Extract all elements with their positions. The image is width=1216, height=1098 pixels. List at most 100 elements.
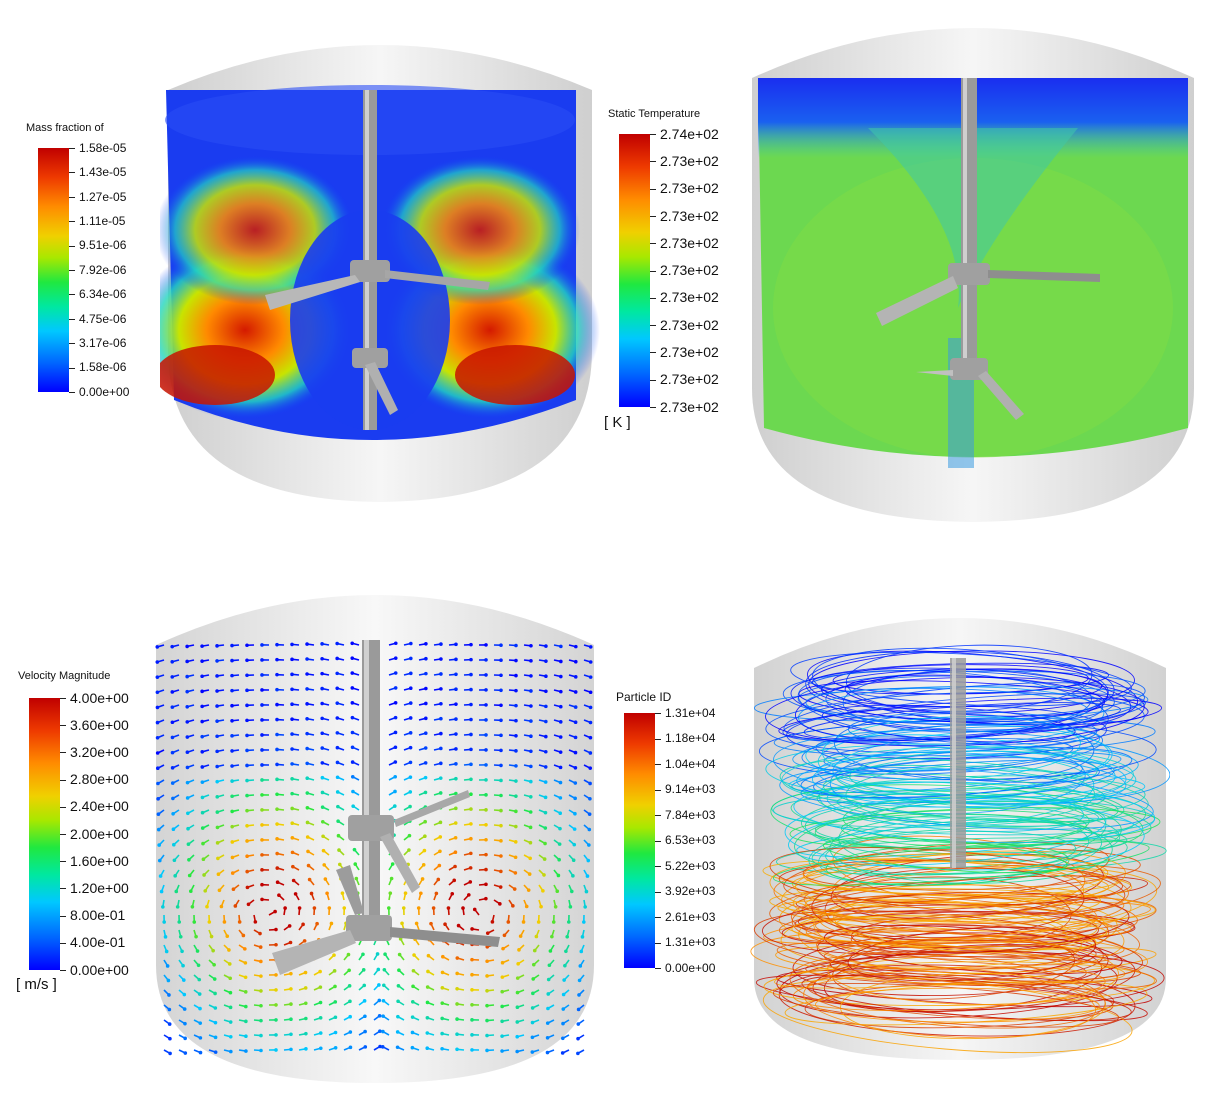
particle-pathline (797, 670, 1146, 720)
velocity-arrowhead (318, 969, 322, 974)
velocity-arrowhead (423, 716, 428, 721)
velocity-arrowhead (499, 808, 503, 813)
velocity-arrowhead (260, 688, 264, 692)
velocity-arrowhead (572, 827, 577, 831)
velocity-arrowhead (241, 933, 246, 938)
velocity-arrowhead (408, 686, 413, 691)
velocity-arrowhead (259, 1018, 263, 1023)
velocity-arrowhead (587, 827, 592, 832)
particle-pathline (776, 951, 1165, 1011)
velocity-arrowhead (395, 1045, 400, 1050)
velocity-arrowhead (170, 675, 175, 679)
velocity-arrowhead (408, 701, 413, 705)
velocity-arrowhead (484, 763, 488, 767)
velocity-arrowhead (558, 765, 563, 770)
velocity-arrowhead (423, 834, 427, 838)
velocity-arrowhead (408, 745, 413, 750)
velocity-arrowhead (408, 804, 412, 809)
legend-tick (60, 915, 66, 917)
velocity-arrowhead (499, 733, 503, 738)
velocity-arrowhead (237, 920, 242, 924)
velocity-arrowhead (529, 749, 533, 754)
velocity-arrowhead (408, 760, 413, 765)
velocity-arrowhead (518, 934, 523, 938)
velocity-arrowhead (260, 778, 264, 782)
velocity-arrowhead (350, 760, 355, 764)
legend-tick-label: 2.73e+02 (660, 371, 719, 388)
velocity-arrowhead (244, 1004, 248, 1009)
velocity-arrowhead (424, 641, 428, 646)
velocity-arrowhead (230, 718, 234, 723)
velocity-arrowhead (304, 1016, 308, 1021)
velocity-arrowhead (274, 1033, 278, 1037)
velocity-arrowhead (322, 863, 327, 867)
legend-tick-label: 4.00e+00 (70, 689, 129, 706)
legend-tick (69, 367, 75, 369)
velocity-arrowhead (546, 992, 551, 996)
particle-pathline (776, 837, 1167, 876)
velocity-arrowhead (216, 872, 221, 877)
particle-pathline (773, 729, 1170, 805)
velocity-arrowhead (230, 809, 234, 814)
velocity-arrowhead (468, 866, 473, 870)
velocity-arrowhead (440, 1016, 444, 1021)
particle-pathline (804, 884, 1101, 921)
velocity-arrowhead (215, 644, 219, 648)
velocity-arrowhead (172, 842, 176, 847)
velocity-arrowhead (514, 749, 518, 753)
velocity-arrowhead (200, 765, 205, 769)
legend-tick (655, 789, 661, 791)
particle-pathline (792, 966, 1106, 1012)
particle-pathline (801, 974, 1132, 1021)
velocity-arrowhead (259, 974, 263, 978)
velocity-arrowhead (563, 963, 567, 968)
velocity-arrowhead (290, 672, 294, 677)
velocity-arrowhead (213, 1035, 218, 1040)
velocity-arrowhead (469, 687, 473, 692)
velocity-arrowhead (305, 820, 310, 825)
legend-tick-label: 3.17e-06 (79, 336, 127, 350)
velocity-arrowhead (583, 905, 587, 909)
legend-tick-label: 2.73e+02 (660, 207, 719, 224)
velocity-arrowhead (155, 751, 160, 755)
velocity-arrowhead (230, 779, 234, 783)
velocity-arrowhead (545, 1035, 550, 1040)
velocity-arrowhead (455, 986, 459, 991)
velocity-arrowhead (320, 656, 324, 661)
velocity-arrowhead (347, 968, 351, 973)
particle-pathline (814, 816, 1128, 854)
velocity-arrowhead (305, 716, 309, 721)
velocity-arrowhead (216, 856, 220, 861)
velocity-arrowhead (181, 963, 185, 968)
velocity-arrowhead (246, 902, 251, 907)
velocity-arrowhead (245, 733, 249, 738)
velocity-arrowhead (424, 671, 428, 676)
velocity-arrowhead (155, 720, 160, 725)
velocity-arrowhead (393, 730, 398, 735)
velocity-arrowhead (233, 904, 238, 908)
velocity-arrowhead (438, 791, 443, 795)
velocity-arrowhead (490, 920, 495, 924)
velocity-arrowhead (517, 948, 521, 952)
velocity-arrowhead (542, 873, 546, 877)
velocity-arrowhead (337, 848, 341, 852)
velocity-arrowhead (378, 1029, 382, 1033)
velocity-arrowhead (260, 838, 264, 842)
velocity-arrowhead (333, 1000, 338, 1004)
velocity-arrowhead (259, 1048, 263, 1053)
velocity-arrowhead (351, 789, 355, 794)
velocity-arrowhead (484, 688, 488, 692)
velocity-arrowhead (587, 812, 592, 816)
velocity-arrowhead (165, 964, 170, 968)
velocity-arrowhead (439, 702, 443, 706)
particle-pathline (840, 972, 1106, 1040)
velocity-arrowhead (335, 790, 340, 794)
velocity-arrowhead (230, 871, 235, 875)
velocity-arrowhead (290, 687, 294, 692)
velocity-arrowhead (386, 906, 391, 910)
velocity-arrowhead (470, 957, 474, 962)
velocity-arrowhead (259, 1033, 263, 1038)
velocity-arrowhead (329, 921, 334, 926)
velocity-arrowhead (455, 1047, 459, 1052)
velocity-arrowhead (484, 748, 488, 752)
